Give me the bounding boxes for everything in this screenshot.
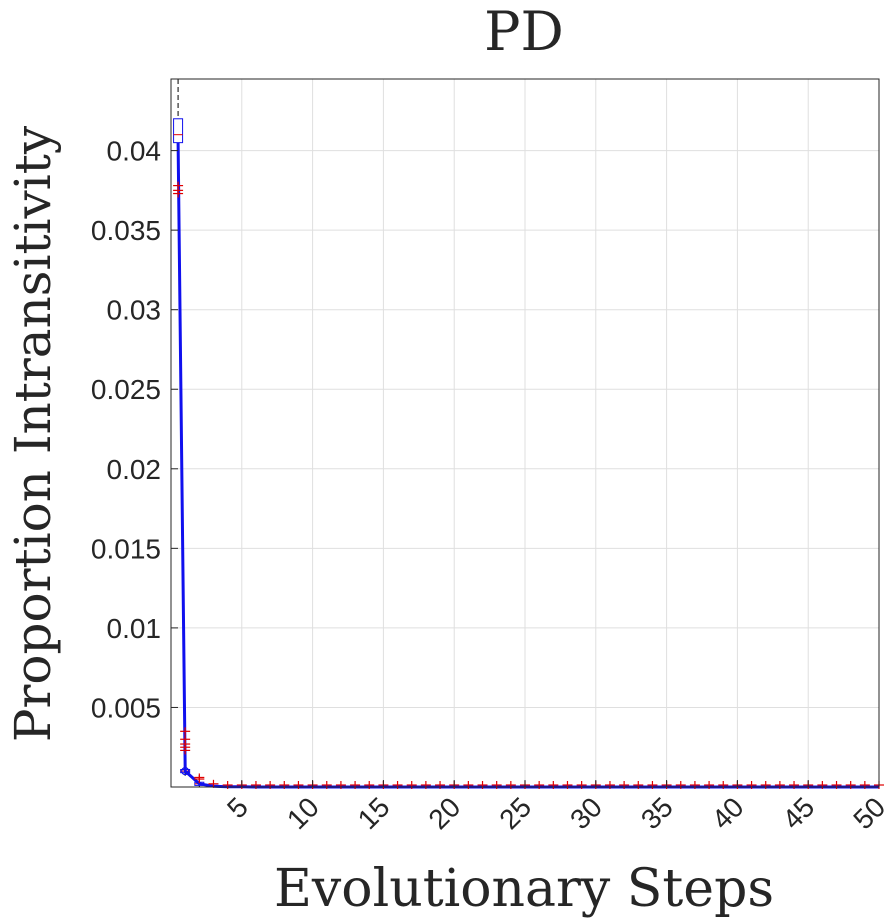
x-axis-label: Evolutionary Steps bbox=[274, 859, 774, 919]
y-tick-label: 0.015 bbox=[91, 533, 161, 564]
y-tick-label: 0.03 bbox=[107, 295, 162, 326]
outlier-marker bbox=[859, 781, 870, 789]
outlier-marker bbox=[789, 781, 800, 789]
y-tick-label: 0.01 bbox=[107, 613, 162, 644]
outlier-marker bbox=[689, 781, 700, 789]
series-line bbox=[176, 142, 879, 789]
y-tick-label: 0.025 bbox=[91, 374, 161, 405]
outlier-marker bbox=[392, 781, 403, 789]
outlier-marker bbox=[265, 781, 276, 789]
y-tick-label: 0.035 bbox=[91, 215, 161, 246]
outlier-marker bbox=[831, 781, 842, 789]
outlier-marker bbox=[420, 781, 431, 789]
chart-title: PD bbox=[484, 0, 564, 63]
outlier-marker bbox=[463, 781, 474, 789]
x-tick-label: 5 bbox=[221, 791, 254, 824]
outlier-marker bbox=[633, 781, 644, 789]
outlier-marker bbox=[817, 781, 828, 789]
x-tick-label: 45 bbox=[776, 791, 820, 835]
x-tick-label: 40 bbox=[706, 791, 750, 835]
outlier-marker bbox=[321, 781, 332, 789]
outlier-marker bbox=[350, 781, 361, 789]
outlier-marker bbox=[746, 781, 757, 789]
x-tick-label: 30 bbox=[564, 791, 608, 835]
outlier-marker bbox=[675, 781, 686, 789]
outlier-marker bbox=[576, 781, 587, 789]
outlier-marker bbox=[406, 781, 417, 789]
x-tick-label: 20 bbox=[422, 791, 466, 835]
x-tick-label: 10 bbox=[281, 791, 325, 835]
outlier-marker bbox=[477, 781, 488, 789]
y-axis-label: Proportion Intransitivity bbox=[4, 125, 62, 742]
outlier-marker bbox=[335, 781, 346, 789]
y-tick-label: 0.04 bbox=[107, 136, 162, 167]
outlier-marker bbox=[180, 746, 191, 755]
outlier-marker bbox=[180, 727, 191, 736]
outlier-marker bbox=[774, 781, 785, 789]
outlier-marker bbox=[647, 781, 658, 789]
outlier-marker bbox=[491, 781, 502, 789]
outlier-marker bbox=[534, 781, 545, 789]
outlier-marker bbox=[845, 781, 856, 789]
x-tick-label: 25 bbox=[493, 791, 537, 835]
box-body bbox=[173, 118, 184, 144]
outlier-marker bbox=[760, 781, 771, 789]
x-tick-label: 15 bbox=[352, 791, 396, 835]
outliers bbox=[173, 181, 884, 789]
y-tick-label: 0.02 bbox=[107, 454, 162, 485]
outlier-marker bbox=[173, 189, 184, 198]
grid bbox=[171, 79, 880, 787]
series bbox=[176, 142, 879, 789]
outlier-marker bbox=[548, 781, 559, 789]
outlier-marker bbox=[194, 775, 205, 784]
outlier-marker bbox=[562, 781, 573, 789]
outlier-marker bbox=[435, 781, 446, 789]
outlier-marker bbox=[718, 781, 729, 789]
x-tick-label: 35 bbox=[635, 791, 679, 835]
y-ticks: 0.005 0.01 0.015 0.02 0.025 0.03 0.035 0.04 bbox=[91, 136, 178, 723]
outlier-marker bbox=[604, 781, 615, 789]
y-tick-label: 0.005 bbox=[91, 692, 161, 723]
outlier-marker bbox=[222, 781, 233, 789]
outlier-marker bbox=[704, 781, 715, 789]
outlier-marker bbox=[619, 781, 630, 789]
outlier-marker bbox=[279, 781, 290, 789]
series-point-marker bbox=[181, 766, 190, 776]
outlier-marker bbox=[250, 781, 261, 789]
x-tick-label: 50 bbox=[847, 791, 891, 835]
outlier-marker bbox=[293, 781, 304, 789]
outlier-marker bbox=[208, 779, 219, 788]
outlier-marker bbox=[505, 781, 516, 789]
outlier-marker bbox=[364, 781, 375, 789]
